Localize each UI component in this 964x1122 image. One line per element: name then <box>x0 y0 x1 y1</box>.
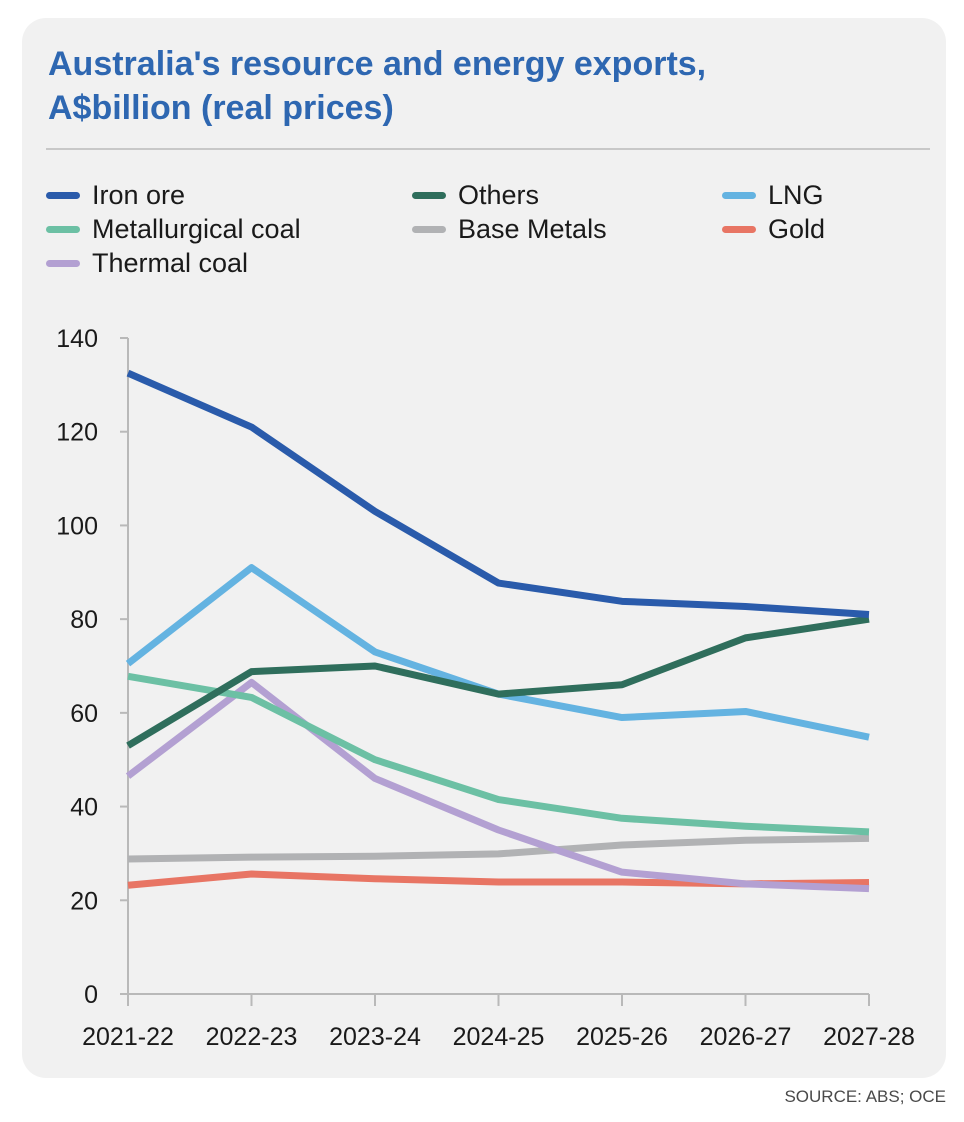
legend-item-metallurgical-coal: Metallurgical coal <box>46 213 301 245</box>
legend-item-lng: LNG <box>722 179 824 211</box>
legend-swatch <box>412 225 446 233</box>
chart-title: Australia's resource and energy exports,… <box>48 42 706 130</box>
y-tick-label: 140 <box>56 325 98 353</box>
chart-legend: Iron ore Others LNG Metallurgical coal Base … <box>46 180 926 295</box>
chart-title-line-1: Australia's resource and energy exports, <box>48 45 707 83</box>
series-line-iron-ore <box>126 369 870 618</box>
legend-label: LNG <box>768 179 824 210</box>
legend-swatch <box>412 191 446 199</box>
legend-swatch <box>722 191 756 199</box>
x-tick-label: 2023-24 <box>329 1023 421 1051</box>
y-tick-label: 120 <box>56 419 98 447</box>
legend-swatch <box>46 191 80 199</box>
x-tick-label: 2025-26 <box>576 1023 668 1051</box>
x-tick-label: 2027-28 <box>823 1023 915 1051</box>
series-line-lng <box>125 564 870 741</box>
series-line-metallurgical-coal <box>127 672 870 836</box>
y-tick-label: 40 <box>70 794 98 822</box>
title-divider <box>46 148 930 150</box>
series-line-others <box>126 615 870 749</box>
legend-label: Thermal coal <box>92 247 249 278</box>
legend-label: Others <box>458 179 540 210</box>
chart-card <box>22 18 946 1078</box>
y-tick-label: 60 <box>70 700 98 728</box>
legend-item-others: Others <box>412 179 539 211</box>
legend-swatch <box>46 225 80 233</box>
legend-item-base-metals: Base Metals <box>412 213 607 245</box>
chart-title-line-2: A$billion (real prices) <box>48 89 394 127</box>
y-tick-label: 0 <box>84 981 98 1009</box>
legend-label: Gold <box>768 213 826 244</box>
source-note: SOURCE: ABS; OCE <box>784 1087 946 1106</box>
legend-label: Metallurgical coal <box>92 213 301 244</box>
legend-item-iron-ore: Iron ore <box>46 179 185 211</box>
legend-swatch <box>722 225 756 233</box>
series-line-thermal-coal <box>125 678 870 893</box>
y-tick-label: 20 <box>70 887 98 915</box>
x-tick-label: 2022-23 <box>206 1023 298 1051</box>
y-tick-label: 100 <box>56 512 98 540</box>
legend-label: Base Metals <box>458 213 607 244</box>
legend-item-gold: Gold <box>722 213 825 245</box>
series-line-base-metals <box>127 834 870 863</box>
legend-swatch <box>46 259 80 267</box>
x-tick-label: 2021-22 <box>82 1023 174 1051</box>
legend-item-thermal-coal: Thermal coal <box>46 247 248 279</box>
legend-label: Iron ore <box>92 179 186 210</box>
x-tick-label: 2024-25 <box>453 1023 545 1051</box>
y-tick-label: 80 <box>70 606 98 634</box>
x-tick-label: 2026-27 <box>700 1023 792 1051</box>
